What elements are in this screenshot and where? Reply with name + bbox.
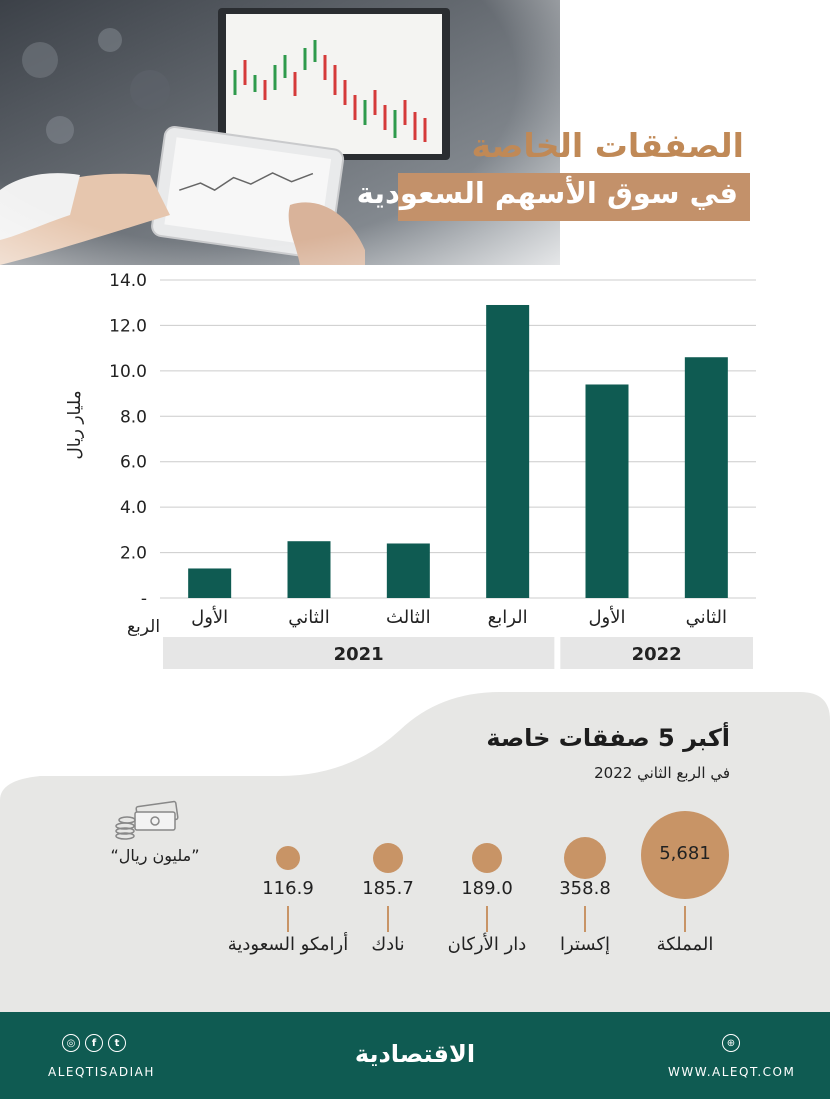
y-axis-ticks: - 2.0 4.0 6.0 8.0 10.0 12.0 14.0 [109, 271, 147, 609]
deal-value: 358.8 [559, 878, 611, 899]
quarterly-private-deals-chart: - 2.0 4.0 6.0 8.0 10.0 12.0 14.0 الأول الثاني الث… [65, 271, 756, 669]
deal-connector [584, 906, 586, 932]
page-subtitle: في سوق الأسهم السعودية [356, 176, 738, 210]
x-axis-categories: الأول الثاني الثالث الرابع الأول الثاني [191, 606, 727, 628]
deal-connector [684, 906, 686, 932]
web-icon: ⊕ [722, 1034, 740, 1052]
deal-bubble [276, 846, 300, 870]
deal-bubble [641, 811, 729, 899]
deal-bubble [471, 842, 503, 874]
deal-company: دار الأركان [447, 934, 527, 955]
deal-company: نادك [371, 934, 405, 955]
x-tick-label: الثاني [686, 607, 727, 628]
y-tick-label: - [141, 589, 147, 609]
top-deals-panel [0, 692, 830, 1012]
bar [585, 384, 629, 598]
top-deals-subtitle: في الربع الثاني 2022 [594, 764, 730, 782]
year-label: 2022 [632, 644, 682, 665]
year-band [163, 637, 555, 669]
deal-company: أرامكو السعودية [227, 934, 349, 955]
x-tick-label: الثاني [288, 607, 329, 628]
deal-bubble [563, 836, 606, 879]
brand-logo: الاقتصادية [354, 1040, 476, 1068]
page-title: الصفقات الخاصة [471, 126, 744, 165]
social-handle[interactable]: ALEQTISADIAH [48, 1065, 155, 1079]
hero-banner: الصفقات الخاصة في سوق الأسهم السعودية [0, 0, 830, 265]
x-axis-title: الربع [127, 617, 160, 637]
deal-bubble [372, 842, 404, 874]
y-axis-title: مليار ريال [65, 390, 85, 459]
top-deals-section: أكبر 5 صفقات خاصة في الربع الثاني 2022 ”… [0, 690, 830, 1012]
y-tick-label: 12.0 [109, 316, 147, 336]
y-tick-label: 4.0 [120, 498, 147, 518]
y-tick-label: 6.0 [120, 453, 147, 473]
deal-item: 189.0 دار الأركان [432, 810, 542, 1010]
facebook-icon[interactable]: f [85, 1034, 103, 1052]
bar [386, 543, 430, 598]
deal-connector [387, 906, 389, 932]
x-tick-label: الأول [191, 606, 228, 628]
deal-connector [287, 906, 289, 932]
bar [486, 304, 530, 598]
year-label: 2021 [334, 644, 384, 665]
unit-label: ”مليون ريال“ [110, 846, 200, 865]
y-tick-label: 14.0 [109, 271, 147, 291]
instagram-icon[interactable]: ◎ [62, 1034, 80, 1052]
year-groups: 2021 2022 [163, 637, 753, 669]
top-deals-title: أكبر 5 صفقات خاصة [486, 724, 730, 752]
year-band [560, 637, 753, 669]
x-tick-label: الرابع [488, 607, 528, 628]
bar [188, 568, 232, 598]
footer: ◎ f t ALEQTISADIAH الاقتصادية ⊕ WWW.ALEQ… [0, 1012, 830, 1099]
deal-value: 5,681 [659, 843, 711, 864]
deal-connector [486, 906, 488, 932]
deal-item: 5,681 المملكة [630, 810, 740, 1010]
y-tick-label: 2.0 [120, 544, 147, 564]
deal-company: المملكة [656, 934, 714, 955]
subtitle-band [398, 173, 750, 221]
deal-item: 185.7 نادك [333, 810, 443, 1010]
deal-item: 358.8 إكسترا [530, 810, 640, 1010]
deal-value: 185.7 [362, 878, 414, 899]
x-tick-label: الأول [588, 606, 625, 628]
social-links: ◎ f t [62, 1034, 126, 1052]
deal-value: 189.0 [461, 878, 513, 899]
deal-item: 116.9 أرامكو السعودية [228, 810, 348, 1010]
money-stack-icon [115, 800, 179, 840]
website-link[interactable]: WWW.ALEQT.COM [668, 1065, 796, 1079]
bar [684, 357, 728, 598]
chart-gridlines [160, 279, 756, 599]
y-tick-label: 8.0 [120, 407, 147, 427]
bar [287, 541, 331, 598]
deal-value: 116.9 [262, 878, 314, 899]
chart-bars [188, 304, 728, 598]
deal-company: إكسترا [560, 934, 610, 955]
twitter-icon[interactable]: t [108, 1034, 126, 1052]
x-tick-label: الثالث [386, 607, 431, 628]
y-tick-label: 10.0 [109, 362, 147, 382]
